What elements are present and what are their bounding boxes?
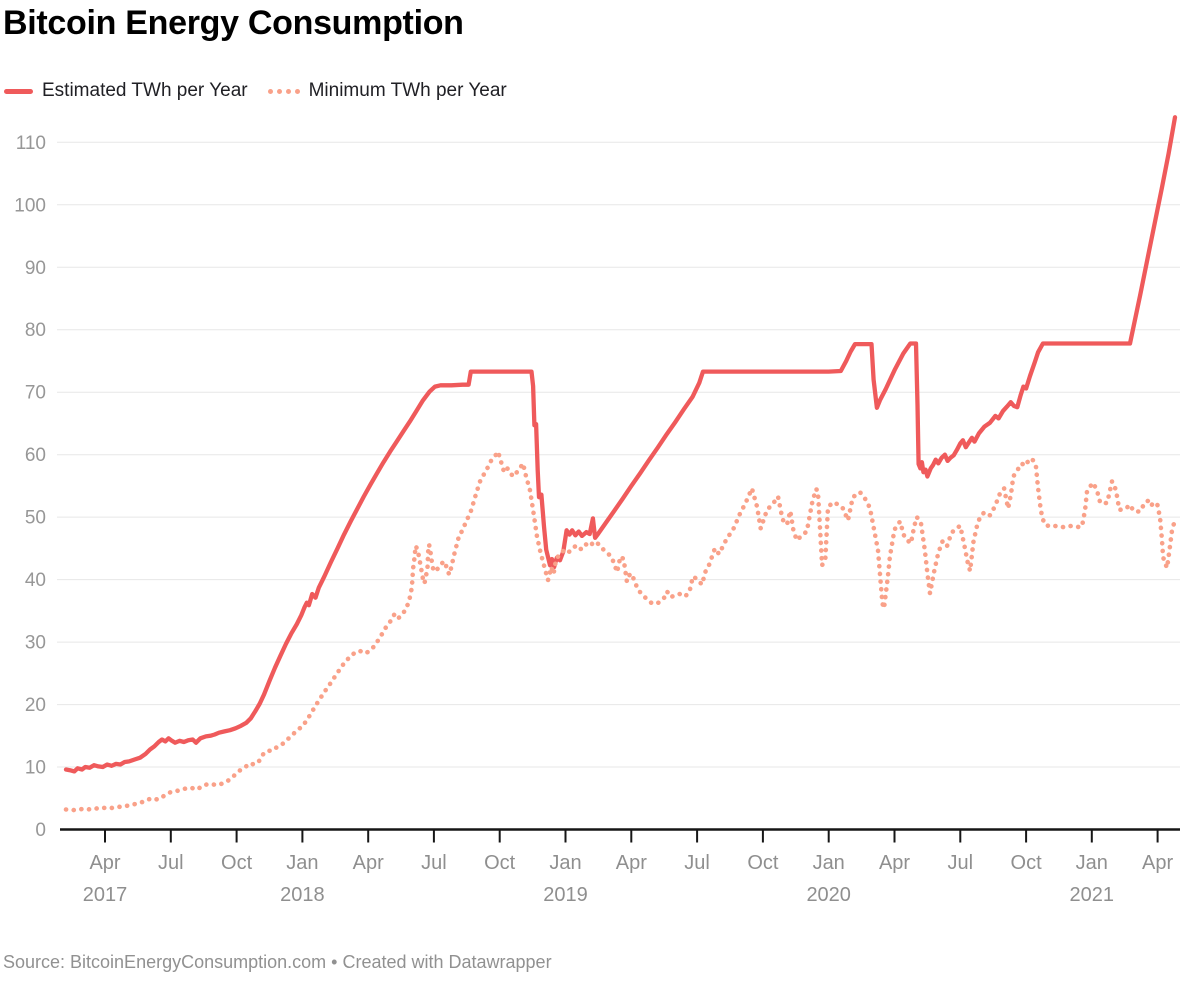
svg-text:Apr: Apr	[1142, 852, 1173, 874]
svg-text:110: 110	[16, 133, 46, 154]
source-attribution: Source: BitcoinEnergyConsumption.com • C…	[3, 952, 552, 972]
page-title: Bitcoin Energy Consumption	[3, 4, 464, 42]
svg-text:40: 40	[25, 570, 46, 591]
legend-label-minimum: Minimum TWh per Year	[308, 80, 507, 101]
svg-text:Jul: Jul	[948, 852, 974, 874]
chart-legend: Estimated TWh per Year Minimum TWh per Y…	[4, 80, 507, 102]
svg-text:90: 90	[25, 258, 46, 279]
svg-text:80: 80	[25, 320, 46, 341]
svg-text:Apr: Apr	[616, 852, 647, 874]
svg-text:60: 60	[25, 445, 46, 466]
svg-text:100: 100	[14, 195, 46, 216]
svg-text:Jul: Jul	[421, 852, 447, 874]
svg-text:50: 50	[25, 508, 46, 529]
svg-text:0: 0	[35, 820, 46, 841]
svg-text:Jan: Jan	[549, 852, 581, 874]
svg-text:Apr: Apr	[879, 852, 910, 874]
svg-text:2019: 2019	[543, 884, 588, 906]
svg-text:Oct: Oct	[221, 852, 253, 874]
legend-item-minimum: Minimum TWh per Year	[267, 80, 507, 102]
svg-text:2020: 2020	[806, 884, 851, 906]
svg-text:Apr: Apr	[89, 852, 120, 874]
svg-text:10: 10	[25, 758, 46, 779]
svg-text:Jan: Jan	[286, 852, 318, 874]
svg-text:Apr: Apr	[353, 852, 384, 874]
legend-label-estimated: Estimated TWh per Year	[42, 80, 248, 101]
svg-text:2018: 2018	[280, 884, 325, 906]
svg-text:30: 30	[25, 633, 46, 654]
svg-text:2021: 2021	[1070, 884, 1115, 906]
svg-text:Jul: Jul	[684, 852, 710, 874]
svg-text:Jan: Jan	[1076, 852, 1108, 874]
svg-text:Oct: Oct	[484, 852, 516, 874]
svg-text:Jul: Jul	[158, 852, 184, 874]
solid-line-swatch-icon	[4, 88, 33, 94]
svg-text:2017: 2017	[83, 884, 128, 906]
legend-item-estimated: Estimated TWh per Year	[4, 80, 248, 102]
svg-text:Jan: Jan	[813, 852, 845, 874]
svg-text:20: 20	[25, 695, 46, 716]
dotted-line-swatch-icon	[267, 88, 300, 94]
svg-text:Oct: Oct	[1011, 852, 1043, 874]
svg-text:70: 70	[25, 383, 46, 404]
svg-text:Oct: Oct	[747, 852, 779, 874]
